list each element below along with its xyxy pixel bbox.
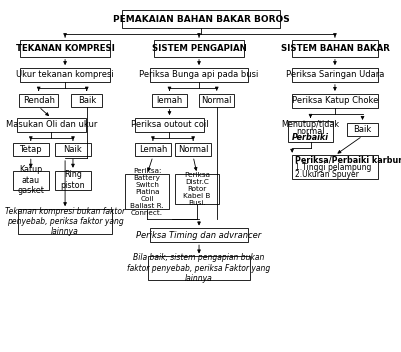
FancyBboxPatch shape (291, 40, 377, 57)
FancyBboxPatch shape (148, 256, 249, 280)
Text: Periksa
Distr.C
Rotor
Kabel B
Busi.: Periksa Distr.C Rotor Kabel B Busi. (183, 172, 210, 206)
FancyBboxPatch shape (17, 118, 85, 132)
FancyBboxPatch shape (18, 209, 112, 234)
FancyBboxPatch shape (125, 174, 168, 209)
FancyBboxPatch shape (153, 40, 244, 57)
FancyBboxPatch shape (19, 94, 58, 107)
Text: Periksa Saringan Udara: Periksa Saringan Udara (285, 70, 383, 80)
Text: Rendah: Rendah (22, 96, 55, 105)
Text: Lemah: Lemah (138, 145, 167, 154)
FancyBboxPatch shape (13, 143, 49, 156)
Text: SISTEM PENGAPIAN: SISTEM PENGAPIAN (151, 44, 246, 53)
Text: Tetap: Tetap (19, 145, 42, 154)
FancyBboxPatch shape (346, 123, 377, 136)
Text: Baik: Baik (352, 125, 371, 134)
FancyBboxPatch shape (152, 94, 187, 107)
FancyBboxPatch shape (20, 68, 110, 82)
FancyBboxPatch shape (175, 174, 218, 204)
FancyBboxPatch shape (55, 143, 91, 156)
FancyBboxPatch shape (135, 143, 170, 156)
FancyBboxPatch shape (71, 94, 102, 107)
Text: Menutup/tidak: Menutup/tidak (281, 120, 339, 129)
Text: Naik: Naik (63, 145, 82, 154)
FancyBboxPatch shape (175, 143, 211, 156)
Text: Perbaiki: Perbaiki (291, 133, 328, 142)
FancyBboxPatch shape (55, 171, 91, 190)
FancyBboxPatch shape (291, 155, 377, 180)
Text: Periksa Katup Choke: Periksa Katup Choke (291, 96, 377, 105)
FancyBboxPatch shape (150, 68, 247, 82)
Text: Ring
piston: Ring piston (61, 170, 85, 190)
Text: 2.Ukuran Spuyer: 2.Ukuran Spuyer (294, 170, 358, 179)
Text: Tekanan kompresi bukan faktor
penyebab, periksa faktor yang
lainnya: Tekanan kompresi bukan faktor penyebab, … (5, 207, 125, 237)
Text: PEMAKAIAN BAHAN BAKAR BOROS: PEMAKAIAN BAHAN BAKAR BOROS (112, 14, 289, 24)
FancyBboxPatch shape (150, 228, 247, 242)
Text: SISTEM BAHAN BAKAR: SISTEM BAHAN BAKAR (280, 44, 389, 53)
FancyBboxPatch shape (198, 94, 234, 107)
FancyBboxPatch shape (135, 118, 203, 132)
Text: Periksa:
Battery
Switch
Platina
Coil
Ballast R.
Connect.: Periksa: Battery Switch Platina Coil Bal… (130, 168, 164, 215)
FancyBboxPatch shape (291, 68, 377, 82)
Text: Ukur tekanan kompresi: Ukur tekanan kompresi (16, 70, 113, 80)
Text: Normal: Normal (177, 145, 208, 154)
Text: lemah: lemah (156, 96, 182, 105)
Text: Normal: Normal (201, 96, 231, 105)
Text: Periksa/Perbaiki karburator: Periksa/Perbaiki karburator (294, 156, 401, 165)
FancyBboxPatch shape (287, 121, 332, 142)
Text: Bila baik, sistem pengapian bukan
faktor penyebab, periksa Faktor yang
lainnya: Bila baik, sistem pengapian bukan faktor… (127, 253, 270, 283)
Text: TEKANAN KOMPRESI: TEKANAN KOMPRESI (16, 44, 114, 53)
FancyBboxPatch shape (13, 171, 49, 190)
Text: Periksa Bunga api pada busi: Periksa Bunga api pada busi (139, 70, 258, 80)
Text: Periksa outout coil: Periksa outout coil (130, 120, 208, 130)
Text: Katup
atau
gasket: Katup atau gasket (17, 165, 44, 195)
FancyBboxPatch shape (291, 94, 377, 108)
FancyBboxPatch shape (20, 40, 110, 57)
Text: Periksa Timing dan advrancer: Periksa Timing dan advrancer (136, 231, 261, 240)
Text: 1.Tinggi pelampung: 1.Tinggi pelampung (294, 163, 371, 172)
Text: Baik: Baik (77, 96, 95, 105)
Text: Masukan Oli dan ukur: Masukan Oli dan ukur (6, 120, 97, 130)
FancyBboxPatch shape (122, 10, 279, 28)
Text: normal: normal (296, 127, 324, 136)
